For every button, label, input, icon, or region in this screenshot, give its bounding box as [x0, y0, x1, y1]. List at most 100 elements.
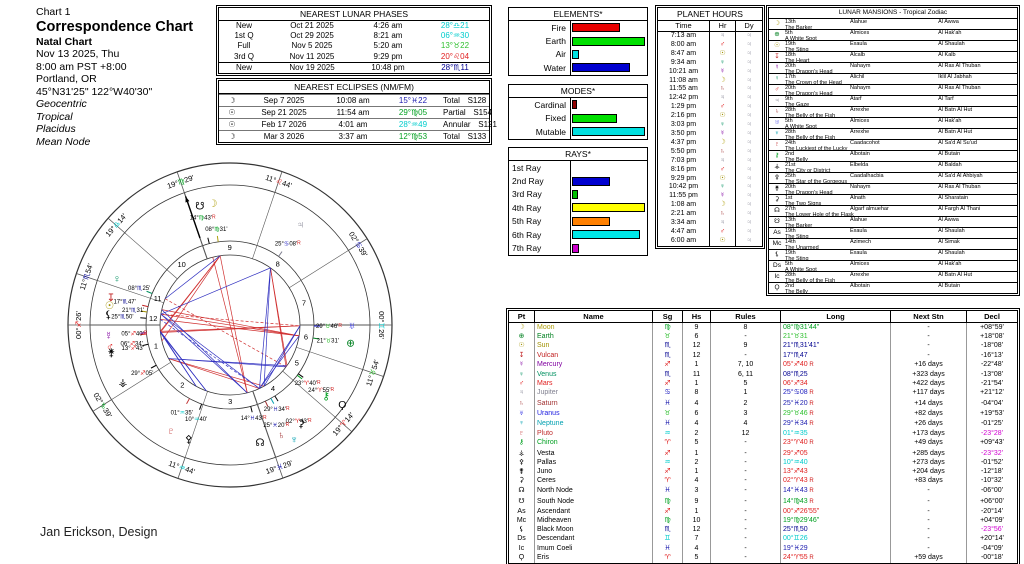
planet-house: 6 — [683, 332, 711, 341]
planet-sign-icon: ♓ — [653, 486, 683, 496]
bar-track — [571, 98, 647, 112]
house-cusp-line — [125, 233, 178, 279]
day-ruler-icon: ♃ — [736, 201, 762, 210]
planet-rules: - — [711, 467, 781, 476]
planet-next-station: - — [891, 351, 967, 360]
natal-chart-wheel: 00°♐26'02°♑39'11°♒44'19°♓29'19°♈14'11°♉5… — [45, 140, 415, 515]
planet-house: 11 — [683, 370, 711, 379]
rays-bar-row: 1st Ray — [509, 161, 647, 174]
house-cusp-line — [296, 347, 362, 369]
planet-row: ⚳Ceres♈4-02°♈43 R+83 days-10°32' — [509, 476, 1017, 486]
house-number: 5 — [295, 358, 299, 367]
mansion-planet-icon: Ϙ — [769, 283, 785, 295]
planet-hour-row: 11:55 am♄♃ — [658, 85, 762, 94]
planet-hour-row: 8:00 am♂♃ — [658, 41, 762, 50]
cusp-label: 11°♉54' — [364, 358, 381, 387]
planet-hour-row: 3:34 am♃♃ — [658, 219, 762, 228]
hour-time: 11:55 am — [658, 85, 710, 94]
planet-next-station: +49 days — [891, 438, 967, 448]
planet-name: Jupiter — [535, 388, 653, 398]
day-ruler-icon: ♃ — [736, 166, 762, 175]
day-ruler-icon: ♃ — [736, 68, 762, 77]
planet-house: 7 — [683, 534, 711, 543]
hour-time: 5:50 pm — [658, 148, 710, 157]
wheel-planet-label: 25°♋08'R — [275, 241, 301, 247]
mansion-name: Exaula — [850, 229, 938, 235]
planet-declination: -20°14' — [967, 507, 1017, 516]
elements-bar — [572, 50, 579, 59]
planet-name: South Node — [535, 497, 653, 507]
hour-time: 10:21 am — [658, 68, 710, 77]
mansion-arabic-name: Al Butain — [938, 152, 1017, 158]
mansion-arabic-name: Al Batn Al Hut — [938, 130, 1017, 136]
planet-next-station: +323 days — [891, 370, 967, 379]
planet-name: Imum Coeli — [535, 544, 653, 553]
planet-rules: 3 — [711, 409, 781, 419]
setting-zodiac: Tropical — [36, 111, 216, 124]
retrograde-flag: R — [808, 421, 814, 427]
wheel-planet-label: 25°♏50' — [111, 313, 133, 320]
phase-date: Nov 5 2025 — [269, 41, 355, 51]
planet-declination: +20°14' — [967, 534, 1017, 543]
day-ruler-icon: ♃ — [736, 175, 762, 184]
elements-bar — [572, 63, 630, 72]
planet-declination: -13°08' — [967, 370, 1017, 379]
wheel-planet-label: 21°♉31' — [317, 337, 339, 344]
planet-house: 1 — [683, 467, 711, 476]
chart-date: Nov 13 2025, Thu — [36, 48, 216, 61]
phase-position: 13°♉22 — [421, 41, 489, 51]
eclipse-time: 11:54 am — [323, 107, 383, 118]
wheel-planet-icon: ☋ — [195, 201, 204, 213]
planet-next-station: - — [891, 486, 967, 496]
cusp-label: 19°♍29' — [166, 173, 196, 191]
planet-next-station: +173 days — [891, 429, 967, 438]
hour-ruler-icon: ♃ — [710, 94, 736, 103]
eclipse-position: 28°♒49 — [383, 119, 443, 130]
planet-sign-icon: ♓ — [653, 419, 683, 429]
bar-track — [571, 125, 647, 139]
planet-icon: ⚵ — [509, 467, 535, 476]
wheel-svg: 00°♐26'02°♑39'11°♒44'19°♓29'19°♈14'11°♉5… — [45, 140, 415, 510]
planet-pointer-tick — [279, 252, 282, 257]
elements-bar — [572, 23, 620, 32]
planet-next-station: - — [891, 525, 967, 534]
planet-sign-icon: ♍ — [653, 516, 683, 525]
planet-icon: ♇ — [509, 429, 535, 438]
planet-declination: -06°00' — [967, 486, 1017, 496]
retrograde-flag: R — [808, 390, 814, 396]
hour-time: 2:16 pm — [658, 112, 710, 121]
eclipse-type-icon: ☉ — [219, 107, 245, 118]
planet-house: 1 — [683, 360, 711, 370]
phase-position: 28°♎21 — [421, 21, 489, 31]
wheel-planet-label: 01°♒35' — [171, 410, 193, 416]
planets-col: Pt — [509, 311, 535, 322]
wheel-planet-icon: ♇ — [167, 426, 175, 438]
hour-time: 11:55 pm — [658, 192, 710, 201]
day-ruler-icon: ♃ — [736, 130, 762, 139]
phase-name: New — [219, 63, 269, 73]
bar-label: 2nd Ray — [509, 174, 571, 187]
planet-longitude: 14°♍43 R — [781, 497, 891, 507]
planet-hour-row: 7:03 pm♃♃ — [658, 157, 762, 166]
planet-sign-icon: ♏ — [653, 525, 683, 534]
planet-pointer-tick — [251, 406, 252, 412]
mansion-name: Exaula — [850, 251, 938, 257]
